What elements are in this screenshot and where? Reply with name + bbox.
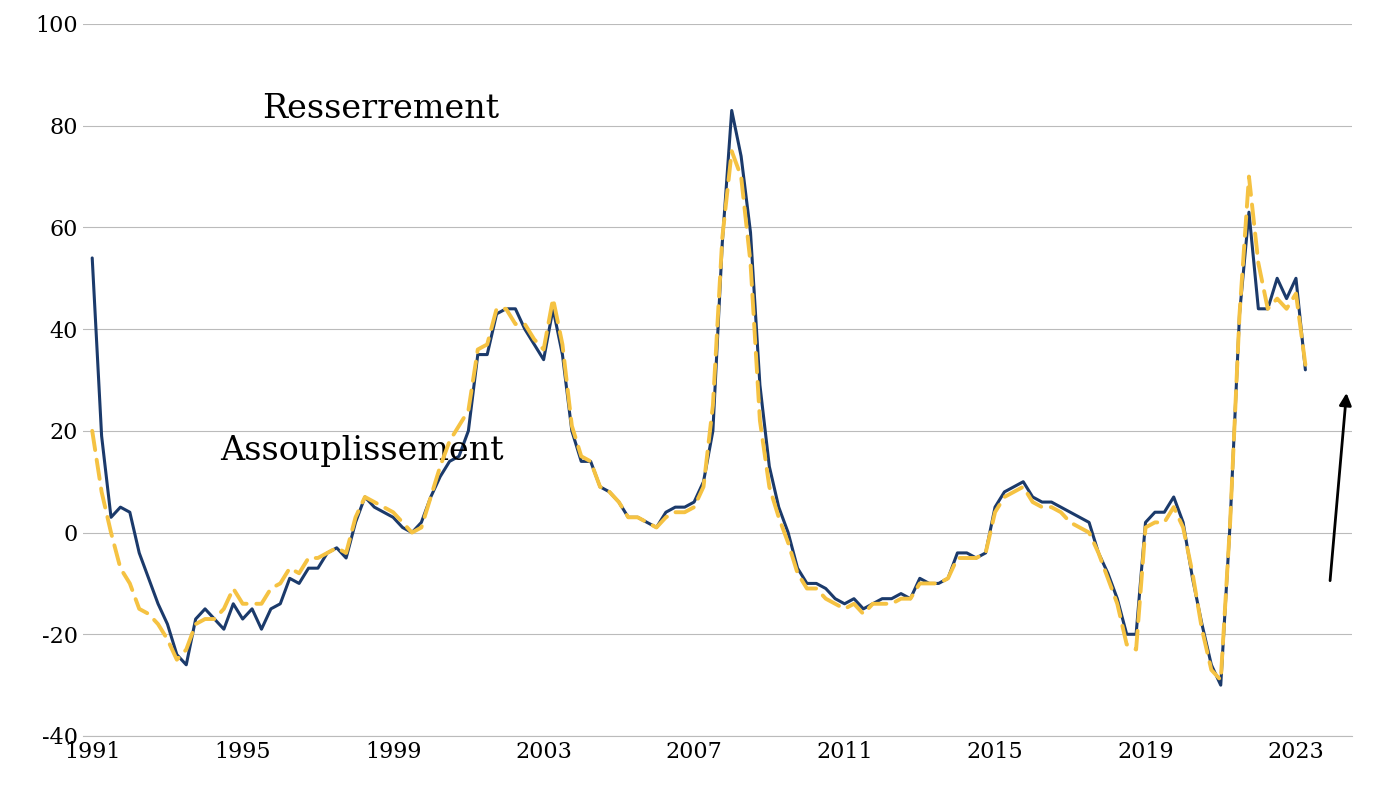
Text: Resserrement: Resserrement [262,94,500,126]
Text: Assouplissement: Assouplissement [221,435,504,467]
